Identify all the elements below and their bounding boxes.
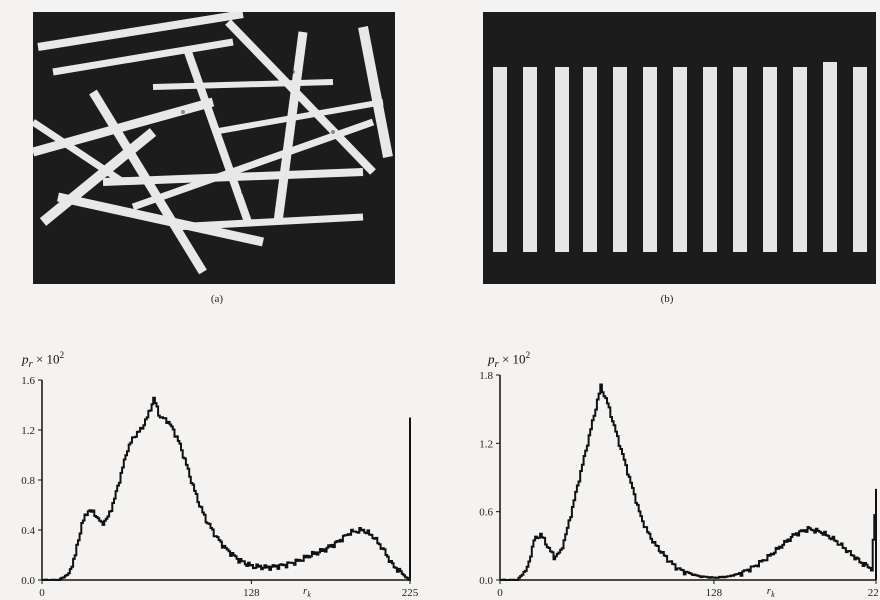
chart-a-x-tick-label: 128 — [243, 587, 260, 599]
chart-a-y-tick-label: 0.4 — [21, 525, 35, 537]
chart-a-y-var-exp: 2 — [59, 350, 65, 360]
chart-b-y-var-symbol: p — [488, 351, 495, 367]
chart-b-y-variable: pr × 102 — [488, 350, 530, 370]
chart-b-x-tick-label: 225 — [868, 587, 878, 599]
chart-a-x-tick-label: 225 — [402, 587, 419, 599]
image-a — [33, 12, 395, 284]
chart-b-y-var-scale: × 10 — [501, 351, 526, 367]
chart-b-y-var-sub: r — [494, 357, 499, 370]
chart-a-y-tick-label: 1.2 — [21, 425, 35, 437]
chart-a-y-tick-label: 0.0 — [21, 575, 35, 587]
chart-a-x-variable-label: rk — [303, 585, 311, 599]
chart-b-histogram-line — [500, 383, 877, 581]
image-b-graphic — [483, 12, 876, 284]
chart-a-y-var-scale: × 10 — [35, 351, 60, 367]
chart-b-x-variable-label: rk — [767, 585, 775, 599]
chart-a-y-tick-label: 1.6 — [21, 375, 35, 387]
chart-a-y-tick-label: 0.8 — [21, 475, 35, 487]
histogram-chart-b: 0.0 0.6 1.2 1.8 0 128 225 rk — [479, 370, 878, 599]
chart-b-y-tick-label: 1.8 — [479, 370, 493, 382]
caption-b: (b) — [660, 293, 674, 305]
image-a-graphic — [33, 12, 395, 284]
chart-b-y-tick-label: 0.0 — [479, 575, 493, 587]
chart-b-y-tick-label: 0.6 — [479, 507, 493, 519]
chart-b-x-tick-label: 128 — [706, 587, 723, 599]
chart-a-x-tick-label: 0 — [39, 587, 45, 599]
chart-b-y-tick-label: 1.2 — [479, 438, 493, 450]
image-b — [483, 12, 876, 284]
chart-a-y-var-symbol: p — [22, 351, 29, 367]
chart-b-x-tick-label: 0 — [497, 587, 503, 599]
caption-a: (a) — [210, 293, 224, 305]
chart-b-y-var-exp: 2 — [525, 350, 531, 360]
chart-a-y-var-sub: r — [28, 357, 33, 370]
chart-a-y-variable: pr × 102 — [22, 350, 64, 370]
chart-a-histogram-line — [42, 396, 411, 581]
histogram-chart-a: 0.0 0.4 0.8 1.2 1.6 0 128 225 rk — [21, 375, 419, 599]
